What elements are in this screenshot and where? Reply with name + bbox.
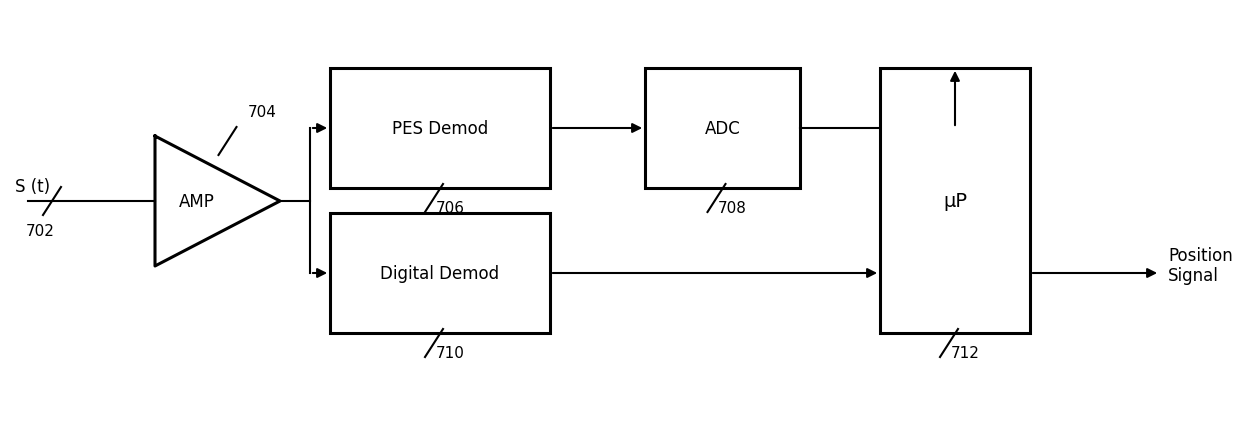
Text: 704: 704 [248,105,277,120]
Bar [645,69,800,189]
Text: Position
Signal: Position Signal [1168,246,1233,285]
Text: 706: 706 [435,201,465,215]
Text: 702: 702 [26,223,55,238]
Bar [880,69,1030,333]
Text: 712: 712 [951,345,980,360]
Text: PES Demod: PES Demod [392,120,489,138]
Text: ADC: ADC [704,120,740,138]
Text: μP: μP [942,191,967,211]
Text: 710: 710 [435,345,465,360]
Text: AMP: AMP [179,193,215,211]
Bar [330,213,551,333]
Text: 708: 708 [718,201,746,215]
Text: S (t): S (t) [15,177,50,195]
Bar [330,69,551,189]
Text: Digital Demod: Digital Demod [381,265,500,283]
